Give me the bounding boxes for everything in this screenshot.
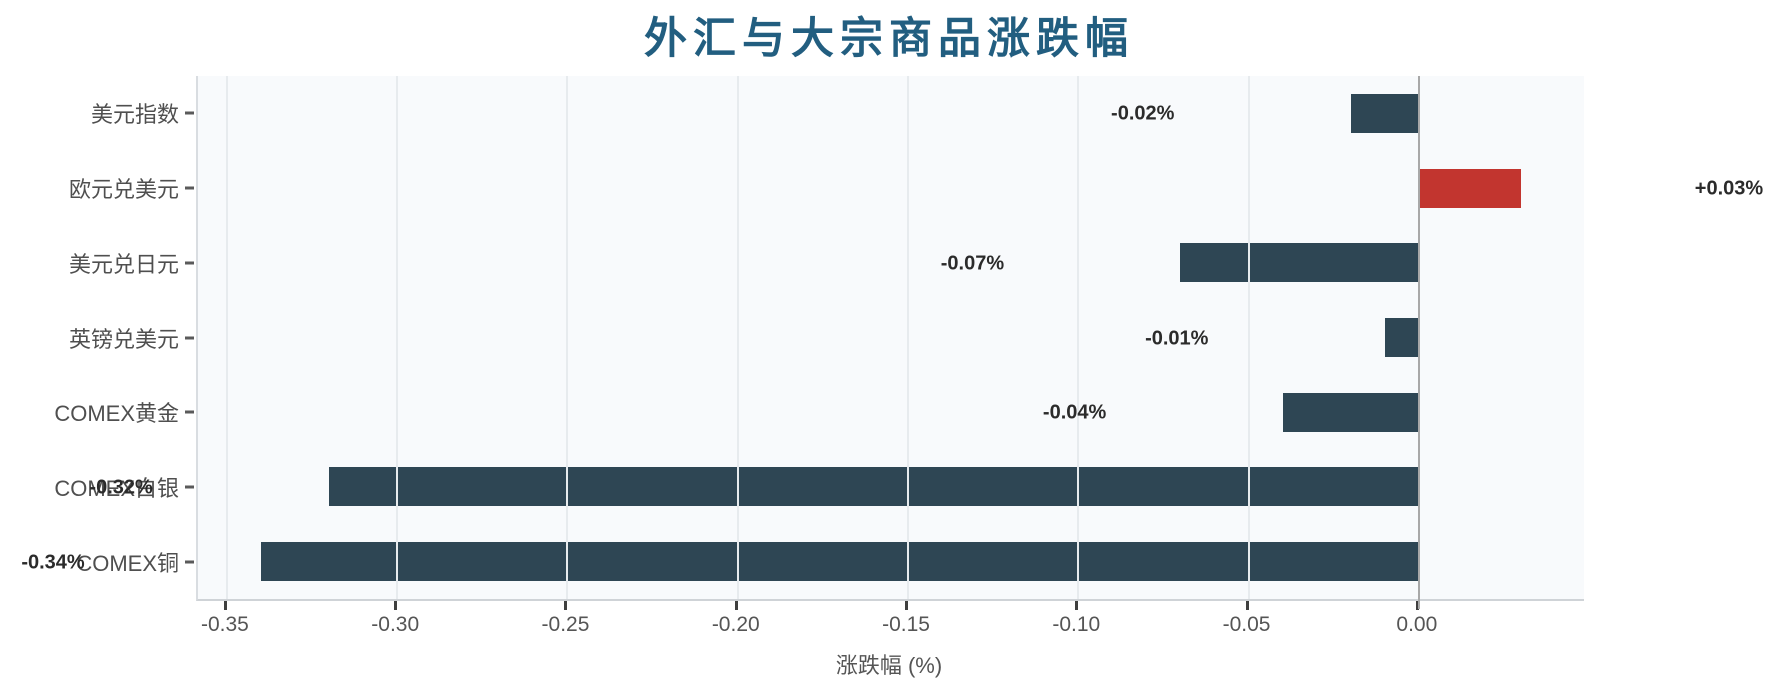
y-axis-tick bbox=[185, 336, 194, 339]
bar-value-label: -0.04% bbox=[1042, 401, 1107, 424]
grid-line bbox=[396, 76, 399, 599]
bar-value-label: +0.03% bbox=[1694, 177, 1764, 200]
grid-line bbox=[736, 76, 739, 599]
y-axis-tick bbox=[185, 186, 194, 190]
bar bbox=[1350, 93, 1419, 133]
bar bbox=[1384, 318, 1419, 357]
x-tick-label: -0.15 bbox=[882, 613, 930, 636]
y-axis-tick bbox=[185, 261, 194, 265]
y-axis-tick bbox=[185, 485, 194, 489]
x-axis-tick bbox=[734, 601, 738, 610]
grid-line bbox=[1077, 76, 1080, 599]
chart-title: 外汇与大宗商品涨跌幅 bbox=[644, 15, 1134, 63]
y-category-label: 美元指数 bbox=[90, 102, 179, 128]
x-axis-label: 涨跌幅 (%) bbox=[835, 653, 943, 678]
y-axis-tick bbox=[185, 410, 194, 414]
y-category-label: COMEX铜 bbox=[76, 550, 179, 576]
bar bbox=[1418, 168, 1521, 208]
y-category-label: 欧元兑美元 bbox=[68, 177, 179, 203]
x-tick-label: 0.00 bbox=[1396, 613, 1438, 636]
x-axis-tick bbox=[905, 601, 909, 610]
x-axis-tick bbox=[1245, 601, 1249, 610]
x-axis-tick bbox=[1415, 601, 1419, 610]
bar bbox=[1282, 392, 1419, 432]
plot-area bbox=[196, 76, 1584, 609]
x-axis-tick bbox=[223, 601, 227, 610]
y-category-label: COMEX黄金 bbox=[54, 401, 179, 427]
x-tick-label: -0.20 bbox=[711, 613, 760, 636]
x-axis-tick bbox=[564, 601, 568, 610]
y-axis-tick bbox=[185, 560, 194, 564]
bar bbox=[329, 467, 1419, 507]
bar-value-label: -0.07% bbox=[940, 252, 1005, 275]
y-category-label: COMEX白银 bbox=[54, 475, 179, 501]
y-category-label: 美元兑日元 bbox=[68, 251, 179, 277]
x-tick-label: -0.30 bbox=[371, 613, 420, 636]
x-axis-tick bbox=[1075, 601, 1079, 610]
bar-value-label: -0.01% bbox=[1145, 327, 1209, 349]
y-category-label: 英镑兑美元 bbox=[68, 326, 179, 352]
grid-line bbox=[907, 76, 910, 599]
y-axis-tick bbox=[185, 111, 194, 115]
x-tick-label: -0.25 bbox=[541, 613, 590, 636]
bar bbox=[1180, 243, 1419, 283]
bar-value-label: -0.32% bbox=[89, 476, 153, 499]
grid-line bbox=[225, 76, 228, 599]
zero-line bbox=[1417, 76, 1420, 609]
bar bbox=[261, 542, 1419, 582]
grid-line bbox=[566, 76, 569, 599]
x-tick-label: -0.05 bbox=[1222, 613, 1271, 636]
bar-value-label: -0.02% bbox=[1111, 102, 1175, 125]
x-axis-tick bbox=[394, 601, 398, 610]
x-tick-label: -0.10 bbox=[1052, 613, 1101, 636]
grid-line bbox=[1247, 76, 1250, 599]
bar-value-label: -0.34% bbox=[21, 551, 85, 574]
x-tick-label: -0.35 bbox=[201, 613, 249, 636]
